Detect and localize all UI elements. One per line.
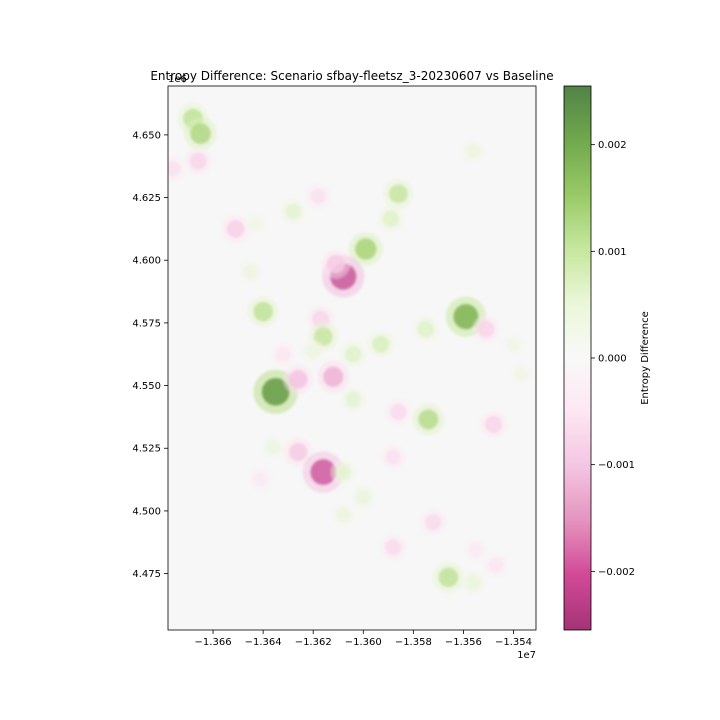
heatmap-hotspot-halo	[317, 360, 350, 393]
heatmap-hotspot-halo	[261, 435, 285, 459]
heatmap-hotspot-halo	[385, 398, 412, 426]
heatmap-hotspot-halo	[461, 570, 486, 595]
colorbar-ticks: −0.002 −0.001 0.000 0.001 0.002	[591, 140, 635, 578]
chart-title: Entropy Difference: Scenario sfbay-fleet…	[150, 69, 553, 83]
y-axis: 4.475 4.500 4.525 4.550 4.575 4.600 4.625 4.650	[132, 130, 168, 580]
heatmap-hotspot-halo	[305, 183, 331, 209]
heatmap-hotspot-halo	[184, 147, 212, 175]
x-tick-label: −1.354	[495, 637, 532, 648]
heatmap-hotspot-halo	[239, 259, 263, 284]
x-offset-label: 1e7	[517, 650, 536, 661]
x-tick-label: −1.360	[345, 637, 382, 648]
heatmap-hotspot-halo	[348, 231, 383, 267]
y-tick-label: 4.600	[132, 256, 161, 267]
heatmap-hotspot-halo	[351, 485, 376, 510]
heatmap-hotspot-halo	[502, 333, 525, 356]
colorbar-label: Entropy Difference	[640, 311, 651, 405]
heatmap-hotspot-halo	[244, 212, 267, 235]
colorbar-tick-label: −0.001	[598, 460, 635, 471]
heatmap-hotspot-halo	[340, 341, 367, 368]
heatmap-hotspot-halo	[221, 214, 250, 244]
colorbar-tick-label: 0.000	[598, 354, 627, 365]
heatmap-hotspot-halo	[472, 315, 500, 343]
heatmap-hotspot-halo	[464, 538, 488, 562]
heatmap-hotspot-halo	[330, 459, 356, 485]
heatmap-hotspot-halo	[247, 295, 279, 328]
heatmap-hotspot-halo	[479, 410, 508, 439]
colorbar-tick-label: −0.002	[598, 567, 635, 578]
x-tick-label: −1.362	[295, 637, 332, 648]
y-tick-label: 4.550	[132, 381, 161, 392]
heatmap-hotspot-halo	[302, 451, 344, 493]
heatmap-hotspot-halo	[432, 561, 465, 593]
x-tick-label: −1.364	[245, 637, 282, 648]
colorbar: −0.002 −0.001 0.000 0.001 0.002 Entropy Diff…	[563, 85, 651, 631]
heatmap-hotspot-halo	[483, 552, 509, 577]
heatmap-hotspot-halo	[412, 316, 439, 343]
heatmap-hotspot-halo	[412, 403, 445, 436]
heatmap-hotspot-halo	[168, 156, 186, 182]
heatmap-hotspot-halo	[420, 509, 447, 536]
heatmap-hotspot-halo	[509, 363, 533, 386]
heatmap-hotspot-halo	[367, 330, 395, 358]
y-offset-label: 1e6	[168, 74, 187, 85]
colorbar-gradient	[564, 86, 591, 630]
heatmap-hotspot-halo	[249, 467, 273, 492]
heatmap-hotspot-halo	[383, 178, 414, 209]
heatmap-hotspot-halo	[321, 249, 351, 279]
y-tick-label: 4.650	[132, 130, 161, 141]
heatmap-hotspot-halo	[280, 198, 306, 224]
y-tick-label: 4.625	[132, 193, 161, 204]
x-axis: −1.366 −1.364 −1.362 −1.360 −1.358 −1.356 −1.3…	[195, 630, 532, 648]
x-tick-label: −1.366	[195, 637, 232, 648]
heatmap-hotspot-halo	[301, 340, 325, 364]
heatmap-hotspot-halo	[377, 205, 404, 232]
y-tick-label: 4.500	[132, 506, 161, 517]
x-tick-label: −1.356	[445, 637, 482, 648]
plot-frame	[167, 85, 537, 631]
heatmap-hotspot-halo	[380, 444, 406, 470]
heatmap-hotspot-halo	[461, 139, 486, 163]
heatmap-hotspot-halo	[331, 503, 355, 527]
heatmap-hotspot-halo	[283, 364, 314, 395]
heatmap-hotspot-halo	[380, 534, 407, 561]
y-tick-label: 4.525	[132, 444, 161, 455]
colorbar-tick-label: 0.001	[598, 247, 627, 258]
hotspot-layer	[168, 102, 533, 595]
x-tick-label: −1.358	[395, 637, 432, 648]
colorbar-tick-label: 0.002	[598, 140, 627, 151]
y-tick-label: 4.475	[132, 569, 161, 580]
heatmap-hotspot-halo	[271, 342, 296, 367]
y-tick-label: 4.575	[132, 318, 161, 329]
heatmap-hotspot-halo	[283, 437, 313, 467]
heatmap-hotspot-halo	[183, 117, 218, 151]
heatmap-hotspot-halo	[340, 386, 366, 412]
